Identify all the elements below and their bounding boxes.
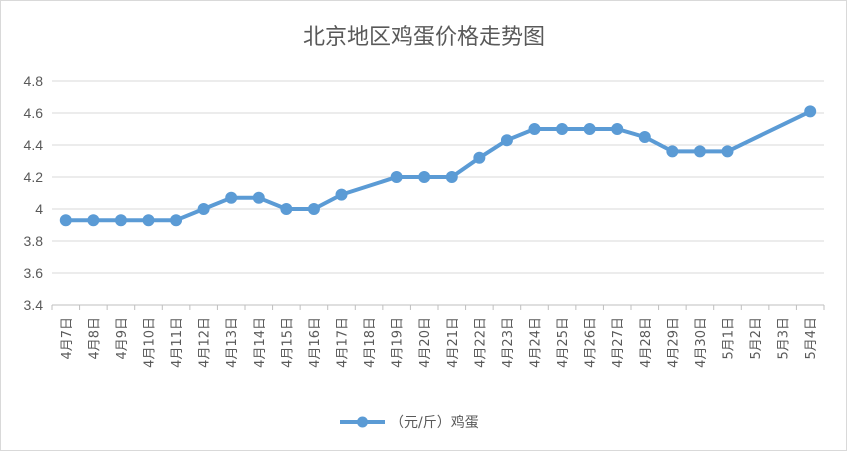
legend: （元/斤）鸡蛋: [340, 414, 479, 431]
x-tick-label: 4月28日: [639, 317, 654, 368]
data-point: [528, 123, 541, 135]
x-tick-label: 4月10日: [143, 317, 158, 368]
data-point: [59, 214, 72, 227]
legend-swatch-marker: [357, 416, 368, 428]
data-point: [666, 145, 679, 158]
data-point: [225, 191, 238, 204]
series-line: [63, 109, 813, 223]
x-tick-label: 4月26日: [584, 317, 599, 368]
x-tick-label: 4月19日: [391, 317, 406, 368]
y-tick-label: 3.6: [24, 265, 44, 281]
x-tick-label: 4月27日: [611, 317, 626, 368]
data-point: [611, 123, 624, 135]
gridlines: [52, 80, 824, 306]
x-tick-label: 4月7日: [60, 317, 75, 360]
data-point: [473, 151, 486, 164]
x-tick-label: 5月2日: [749, 317, 764, 360]
data-point: [307, 203, 320, 215]
data-point: [87, 214, 100, 227]
x-tick-label: 4月30日: [694, 317, 709, 368]
data-point: [390, 171, 403, 183]
x-tick-label: 4月18日: [363, 317, 378, 368]
data-point: [500, 134, 513, 147]
data-point: [142, 214, 155, 227]
data-point: [335, 188, 348, 201]
x-tick-label: 4月9日: [115, 317, 130, 360]
data-point: [418, 171, 431, 183]
x-axis: 4月7日 4月8日 4月9日 4月10日 4月11日 4月12日 4月13日 4月14日 4月1…: [51, 304, 825, 368]
x-tick-label: 4月11日: [170, 317, 185, 368]
y-tick-label: 4: [35, 201, 43, 217]
x-tick-label: 4月29日: [666, 317, 681, 368]
data-point: [804, 105, 817, 118]
y-tick-label: 4.2: [24, 169, 44, 185]
x-tick-label: 4月22日: [473, 317, 488, 368]
y-tick-label: 4.6: [24, 105, 44, 121]
data-point: [197, 203, 210, 215]
data-point: [693, 145, 706, 158]
x-tick-label: 5月3日: [777, 317, 792, 360]
series-layer: [59, 105, 817, 227]
data-point: [721, 145, 734, 158]
chart-title: 北京地区鸡蛋价格走势图: [303, 25, 545, 50]
x-tick-label: 4月23日: [501, 317, 516, 368]
legend-label: （元/斤）鸡蛋: [390, 414, 479, 431]
data-point: [170, 214, 183, 227]
x-tick-label: 4月13日: [225, 317, 240, 368]
data-point: [556, 123, 569, 135]
y-tick-label: 4.8: [24, 73, 44, 89]
x-tick-label: 4月24日: [529, 317, 544, 368]
y-tick-label: 3.8: [24, 233, 44, 249]
x-tick-label: 4月17日: [336, 317, 351, 368]
y-tick-label: 3.4: [24, 297, 44, 313]
y-tick-label: 4.4: [24, 137, 44, 153]
x-tick-label: 4月16日: [308, 317, 323, 368]
data-point: [445, 171, 458, 183]
x-tick-label: 4月21日: [446, 317, 461, 368]
x-tick-label: 4月15日: [280, 317, 295, 368]
data-point: [114, 214, 127, 227]
x-tick-label: 5月1日: [722, 317, 737, 360]
x-tick-label: 4月12日: [198, 317, 213, 368]
data-point: [638, 131, 651, 143]
x-tick-label: 4月20日: [418, 317, 433, 368]
data-point: [252, 191, 265, 204]
data-point: [583, 123, 596, 135]
x-tick-label: 4月14日: [253, 317, 268, 368]
x-tick-label: 4月8日: [87, 317, 102, 360]
x-tick-label: 4月25日: [556, 317, 571, 368]
y-axis: 3.4 3.6 3.8 4 4.2 4.4 4.6 4.8: [24, 73, 44, 313]
data-point: [280, 203, 293, 215]
x-tick-label: 5月4日: [804, 317, 819, 360]
